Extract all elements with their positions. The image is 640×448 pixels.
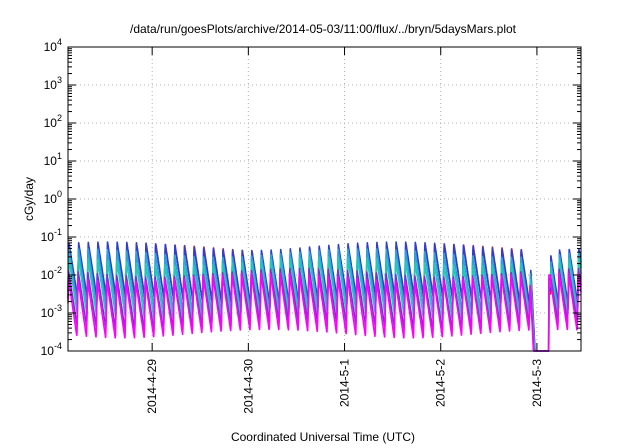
tick-marks (68, 46, 581, 352)
series-line (67, 241, 582, 352)
y-tick-label: 104 (44, 37, 62, 54)
x-tick-labels: 2014-4-29 2014-4-30 2014-5-1 2014-5-2 2014-5… (145, 359, 544, 414)
x-tick-label: 2014-5-3 (530, 359, 544, 407)
y-tick-labels: 10-4 10-3 10-2 10-1 100 101 102 103 104 (41, 37, 62, 358)
y-tick-label: 10-4 (41, 341, 62, 358)
x-tick-label: 2014-4-29 (145, 359, 159, 414)
y-axis-label: cGy/day (22, 177, 36, 221)
x-tick-label: 2014-5-2 (434, 359, 448, 407)
y-tick-label: 10-2 (41, 265, 62, 282)
x-tick-label: 2014-4-30 (241, 359, 255, 414)
series-line (67, 272, 582, 352)
x-tick-label: 2014-5-1 (338, 359, 352, 407)
y-tick-label: 101 (44, 151, 62, 168)
y-tick-label: 10-1 (41, 227, 62, 244)
series-line (67, 256, 582, 352)
series-line (67, 248, 582, 352)
x-axis-label: Coordinated Universal Time (UTC) (231, 430, 415, 444)
y-tick-label: 102 (44, 113, 62, 130)
series-layer (67, 241, 582, 352)
chart-title: /data/run/goesPlots/archive/2014-05-03/1… (130, 22, 517, 36)
y-tick-label: 100 (44, 189, 62, 206)
y-tick-label: 103 (44, 75, 62, 92)
y-tick-label: 10-3 (41, 303, 62, 320)
